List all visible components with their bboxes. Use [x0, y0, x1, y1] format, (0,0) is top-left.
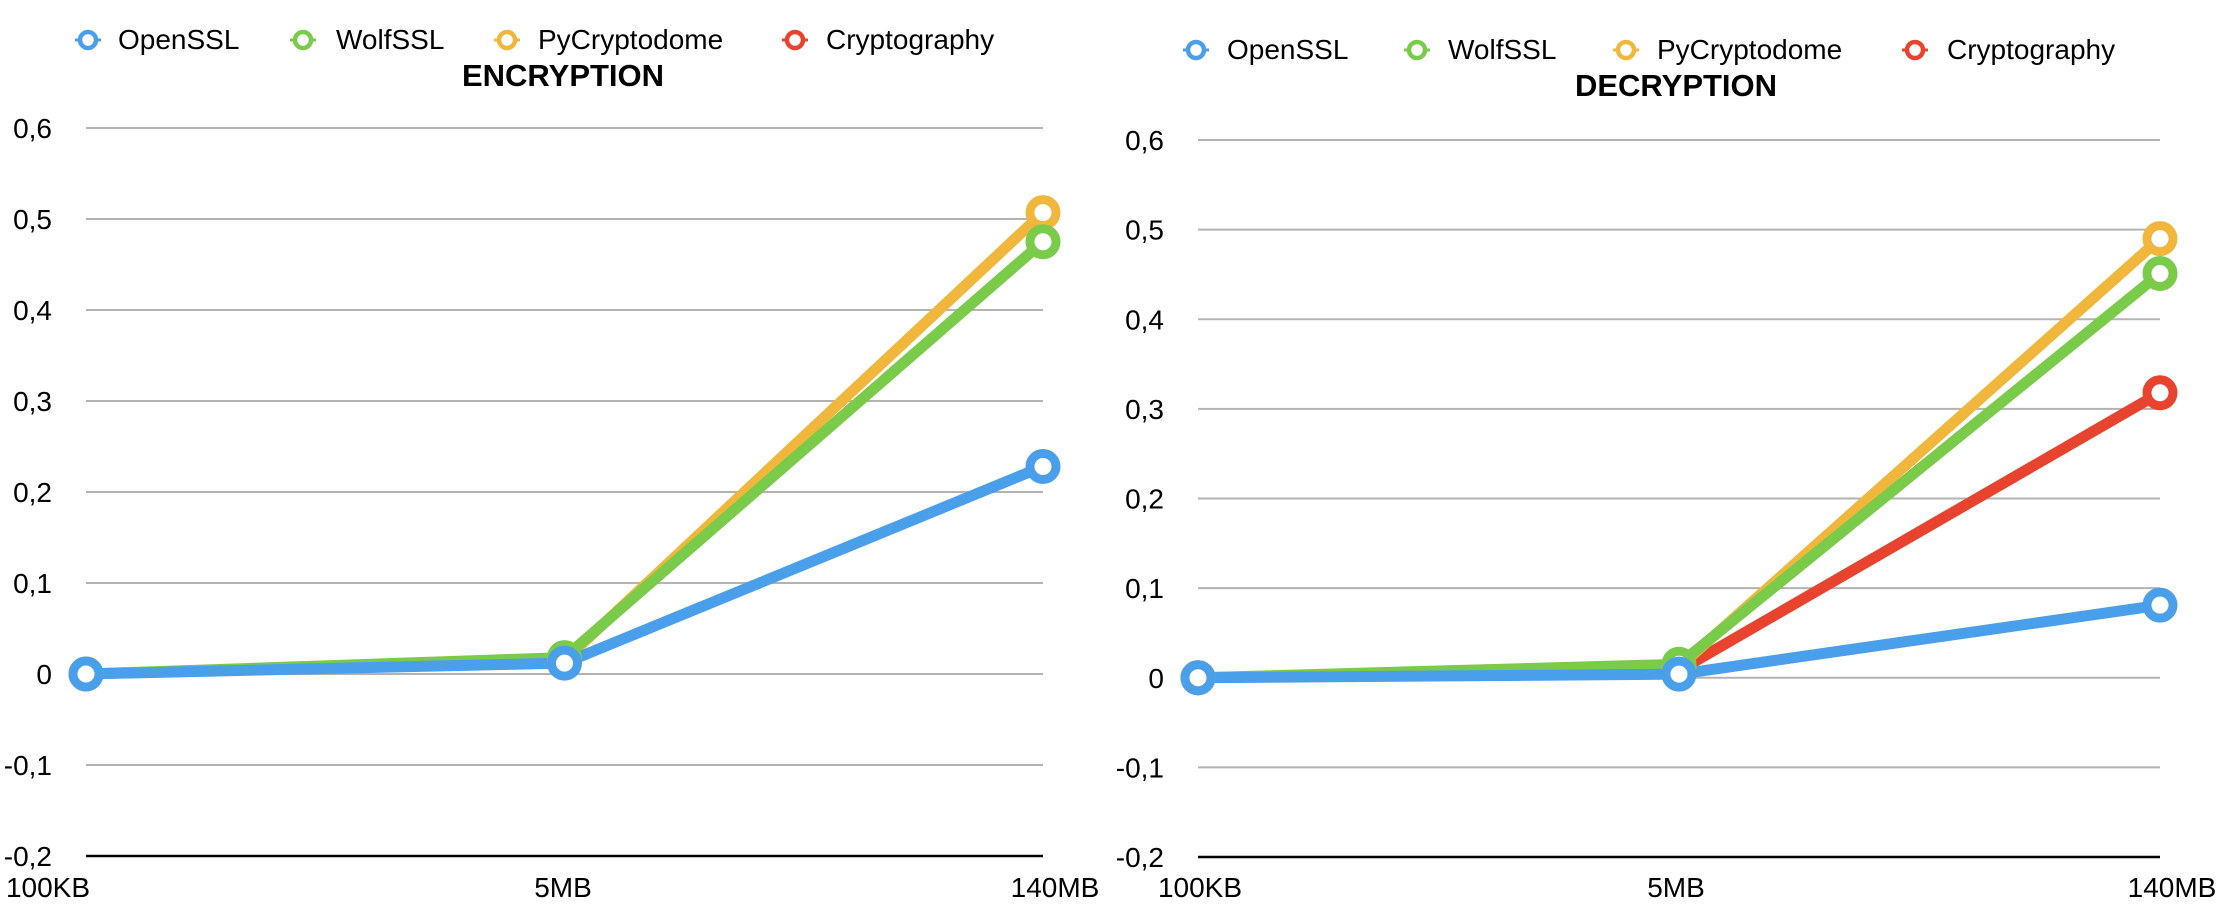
- data-point-wolfssl: [2142, 256, 2178, 292]
- legend-label: Cryptography: [826, 24, 994, 55]
- x-tick-label: 100KB: [1158, 872, 1242, 903]
- y-tick-label: 0,4: [13, 295, 52, 326]
- legend-item: OpenSSL: [75, 24, 239, 55]
- legend-marker-icon: [1185, 39, 1207, 61]
- y-tick-label: 0,5: [1125, 215, 1164, 246]
- y-tick-label: -0,1: [1116, 752, 1164, 783]
- y-tick-label: 0: [1148, 663, 1164, 694]
- chart-decryption: DECRYPTION OpenSSL WolfSSL PyCryptodome Cryp…: [1116, 34, 2217, 903]
- legend-label: PyCryptodome: [1657, 34, 1842, 65]
- legend-label: Cryptography: [1947, 34, 2115, 65]
- data-point-pycryptodome: [2142, 221, 2178, 257]
- legend-label: WolfSSL: [1448, 34, 1556, 65]
- legend-item: Cryptography: [782, 24, 994, 55]
- data-point-openssl: [1661, 656, 1697, 692]
- data-point-pycryptodome: [1025, 195, 1061, 231]
- data-point-wolfssl: [1025, 224, 1061, 260]
- y-tick-label: -0,1: [4, 750, 52, 781]
- legend: OpenSSL WolfSSL PyCryptodome Cryptography: [75, 24, 994, 55]
- legend-marker-icon: [784, 29, 806, 51]
- y-tick-label: 0: [36, 659, 52, 690]
- legend-item: WolfSSL: [1404, 34, 1556, 65]
- legend-item: WolfSSL: [290, 24, 444, 55]
- legend-item: Cryptography: [1902, 34, 2115, 65]
- y-tick-label: 0,2: [1125, 484, 1164, 515]
- y-tick-label: -0,2: [4, 841, 52, 872]
- y-tick-label: 0,3: [1125, 394, 1164, 425]
- legend-item: PyCryptodome: [494, 24, 723, 55]
- y-tick-label: 0,2: [13, 477, 52, 508]
- series-line-wolfssl: [80, 236, 1049, 680]
- chart-title: DECRYPTION: [1575, 68, 1777, 103]
- y-tick-label: 0,1: [1125, 573, 1164, 604]
- legend-marker-icon: [77, 29, 99, 51]
- legend-marker-icon: [1615, 39, 1637, 61]
- legend-marker-icon: [496, 29, 518, 51]
- x-tick-label: 140MB: [1011, 872, 1100, 903]
- data-point-openssl: [2142, 587, 2178, 623]
- series-lines: [80, 207, 1049, 680]
- legend-label: OpenSSL: [118, 24, 239, 55]
- data-point-openssl: [1025, 449, 1061, 485]
- y-tick-label: 0,4: [1125, 304, 1164, 335]
- series-line-cryptography: [1192, 387, 2166, 684]
- series-lines: [1192, 233, 2166, 684]
- series-markers: [1180, 221, 2178, 696]
- series-line-cryptography: [84, 239, 1045, 676]
- y-tick-label: 0,5: [13, 204, 52, 235]
- legend: OpenSSL WolfSSL PyCryptodome Cryptography: [1183, 34, 2115, 65]
- data-point-openssl: [547, 645, 582, 681]
- legend-label: PyCryptodome: [538, 24, 723, 55]
- series-line-pycryptodome: [80, 207, 1049, 680]
- data-point-cryptography: [2142, 375, 2178, 411]
- x-tick-label: 100KB: [6, 872, 90, 903]
- y-tick-label: -0,2: [1116, 842, 1164, 873]
- legend-label: WolfSSL: [336, 24, 444, 55]
- legend-marker-icon: [1406, 39, 1428, 61]
- legend-marker-icon: [1904, 39, 1926, 61]
- chart-encryption: ENCRYPTION OpenSSL WolfSSL PyCryptodome Cryp…: [4, 24, 1100, 903]
- legend-marker-icon: [292, 29, 314, 51]
- y-tick-label: 0,1: [13, 568, 52, 599]
- x-tick-label: 5MB: [1647, 872, 1705, 903]
- x-tick-label: 140MB: [2128, 872, 2217, 903]
- data-point-openssl: [68, 656, 104, 692]
- y-tick-label: 0,3: [13, 386, 52, 417]
- legend-label: OpenSSL: [1227, 34, 1348, 65]
- x-tick-label: 5MB: [534, 872, 592, 903]
- series-markers: [68, 195, 1061, 692]
- y-tick-label: 0,6: [13, 113, 52, 144]
- legend-item: OpenSSL: [1183, 34, 1348, 65]
- legend-item: PyCryptodome: [1613, 34, 1842, 65]
- series-line-pycryptodome: [1192, 233, 2166, 684]
- chart-title: ENCRYPTION: [462, 58, 664, 93]
- data-point-openssl: [1180, 660, 1216, 696]
- y-tick-label: 0,6: [1125, 125, 1164, 156]
